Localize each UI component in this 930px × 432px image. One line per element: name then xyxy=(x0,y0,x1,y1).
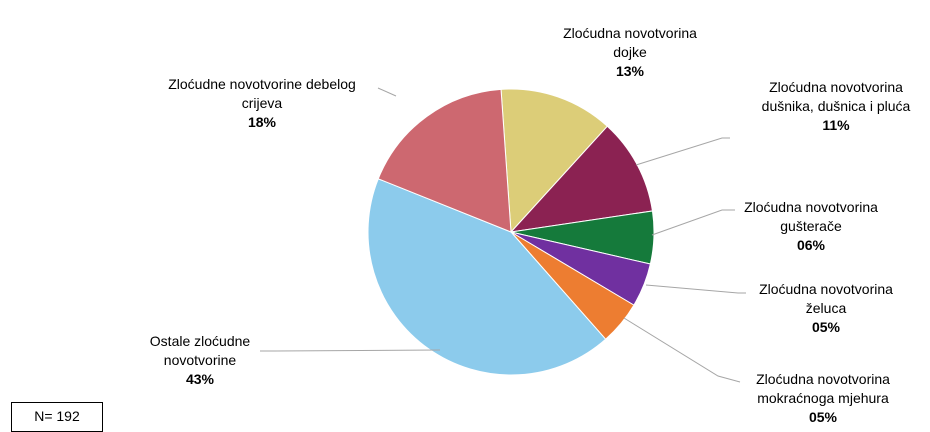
slice-label-5-line-0: Ostale zloćudne xyxy=(150,333,251,349)
slice-label-2-line-1: gušterače xyxy=(780,218,842,234)
slice-label-3-line-1: želuca xyxy=(806,300,847,316)
slice-label-1-line-1: dušnika, dušnica i pluća xyxy=(762,98,911,114)
slice-percent-2: 06% xyxy=(797,237,826,253)
slice-label-1-line-0: Zloćudna novotvorina xyxy=(769,79,903,95)
slice-percent-4: 05% xyxy=(809,409,838,425)
slice-label-6-line-0: Zloćudne novotvorine debelog xyxy=(168,76,356,92)
slice-percent-6: 18% xyxy=(248,114,277,130)
slice-label-2-line-0: Zloćudna novotvorina xyxy=(744,199,878,215)
slice-percent-5: 43% xyxy=(186,371,215,387)
pie-slice-5 xyxy=(367,178,607,376)
pie-slice-6 xyxy=(377,88,512,233)
leader-line-3 xyxy=(645,284,746,294)
slice-percent-1: 11% xyxy=(822,117,850,133)
leader-line-4 xyxy=(623,317,741,383)
slice-label-0-line-1: dojke xyxy=(613,44,647,60)
slice-percent-0: 13% xyxy=(616,63,645,79)
sample-size-box: N= 192 xyxy=(11,402,103,432)
slice-label-0-line-0: Zloćudna novotvorina xyxy=(563,25,697,41)
leader-line-1 xyxy=(635,137,730,166)
slice-label-4-line-1: mokraćnoga mjehura xyxy=(757,390,889,406)
pie-slice-0 xyxy=(500,88,609,234)
slice-label-3-line-0: Zloćudna novotvorina xyxy=(759,281,893,297)
leader-line-5 xyxy=(260,349,441,352)
leader-line-2 xyxy=(651,209,735,236)
slice-label-5-line-1: novotvorine xyxy=(164,352,237,368)
slice-label-6-line-1: crijeva xyxy=(242,95,283,111)
slice-label-4-line-0: Zloćudna novotvorina xyxy=(756,371,890,387)
slice-percent-3: 05% xyxy=(812,319,841,335)
leader-line-6 xyxy=(377,87,397,97)
